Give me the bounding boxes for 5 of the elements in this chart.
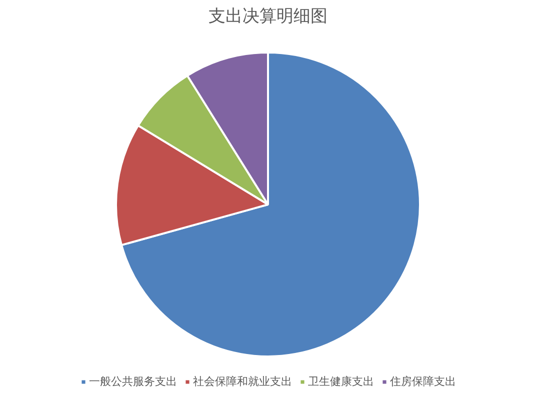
legend-label: 一般公共服务支出: [89, 375, 177, 389]
legend-label: 卫生健康支出: [308, 374, 374, 389]
legend-label: 社会保障和就业支出: [193, 374, 292, 389]
chart-title: 支出决算明细图: [208, 6, 328, 26]
legend-label: 住房保障支出: [390, 374, 456, 389]
